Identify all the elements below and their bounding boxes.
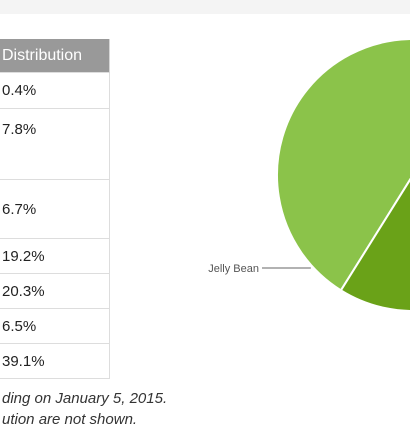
slice-label: Jelly Bean (208, 263, 259, 275)
table-row: 19.2% (0, 238, 110, 274)
table-row: 6.5% (0, 308, 110, 344)
distribution-value: 39.1% (0, 343, 110, 379)
distribution-value: 0.4% (0, 72, 110, 109)
footnote: ding on January 5, 2015. ution are not s… (2, 388, 167, 430)
table-row: 6.7% (0, 179, 110, 239)
table-row: 7.8% (0, 108, 110, 180)
footnote-line-1: ding on January 5, 2015. (2, 390, 168, 407)
distribution-value: 6.5% (0, 308, 110, 344)
distribution-value: 6.7% (0, 179, 110, 239)
table-row: 0.4% (0, 72, 110, 109)
distribution-header: Distribution (0, 39, 110, 73)
distribution-value: 20.3% (0, 273, 110, 309)
top-band (0, 0, 410, 14)
distribution-value: 7.8% (0, 108, 110, 180)
distribution-value: 19.2% (0, 238, 110, 274)
table-row: 20.3% (0, 273, 110, 309)
table-row: 39.1% (0, 343, 110, 379)
pie-slice (276, 38, 410, 292)
distribution-table: Distribution 0.4% 7.8% 6.7% 19.2% 20.3% … (0, 39, 110, 379)
pie-slice (339, 177, 410, 312)
footnote-line-2: ution are not shown. (2, 411, 138, 428)
